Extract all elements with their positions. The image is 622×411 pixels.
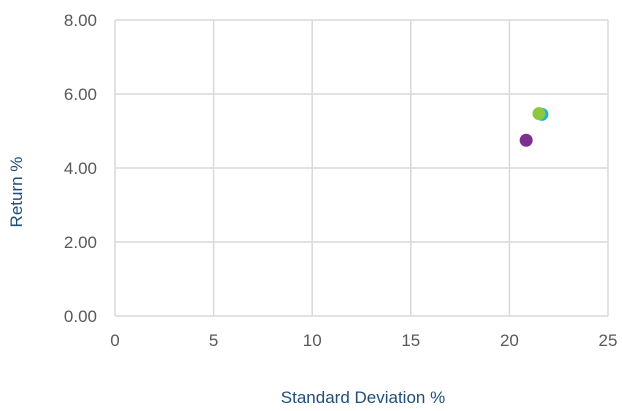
data-points	[519, 107, 549, 147]
y-tick-label: 4.00	[64, 159, 97, 178]
gridlines	[114, 19, 609, 317]
x-tick-label: 0	[110, 331, 119, 350]
x-axis-title: Standard Deviation %	[281, 388, 445, 407]
y-tick-label: 0.00	[64, 307, 97, 326]
y-tick-label: 6.00	[64, 85, 97, 104]
y-axis-title: Return %	[7, 157, 26, 228]
x-tick-label: 20	[500, 331, 519, 350]
x-tick-label: 5	[209, 331, 218, 350]
x-axis-tick-labels: 0 5 10 15 20 25	[110, 331, 617, 350]
x-tick-label: 10	[303, 331, 322, 350]
data-point	[532, 107, 546, 121]
y-axis-tick-labels: 0.00 2.00 4.00 6.00 8.00	[64, 11, 97, 326]
data-point	[519, 133, 533, 147]
x-tick-label: 15	[401, 331, 420, 350]
y-tick-label: 2.00	[64, 233, 97, 252]
x-tick-label: 25	[599, 331, 618, 350]
y-tick-label: 8.00	[64, 11, 97, 30]
